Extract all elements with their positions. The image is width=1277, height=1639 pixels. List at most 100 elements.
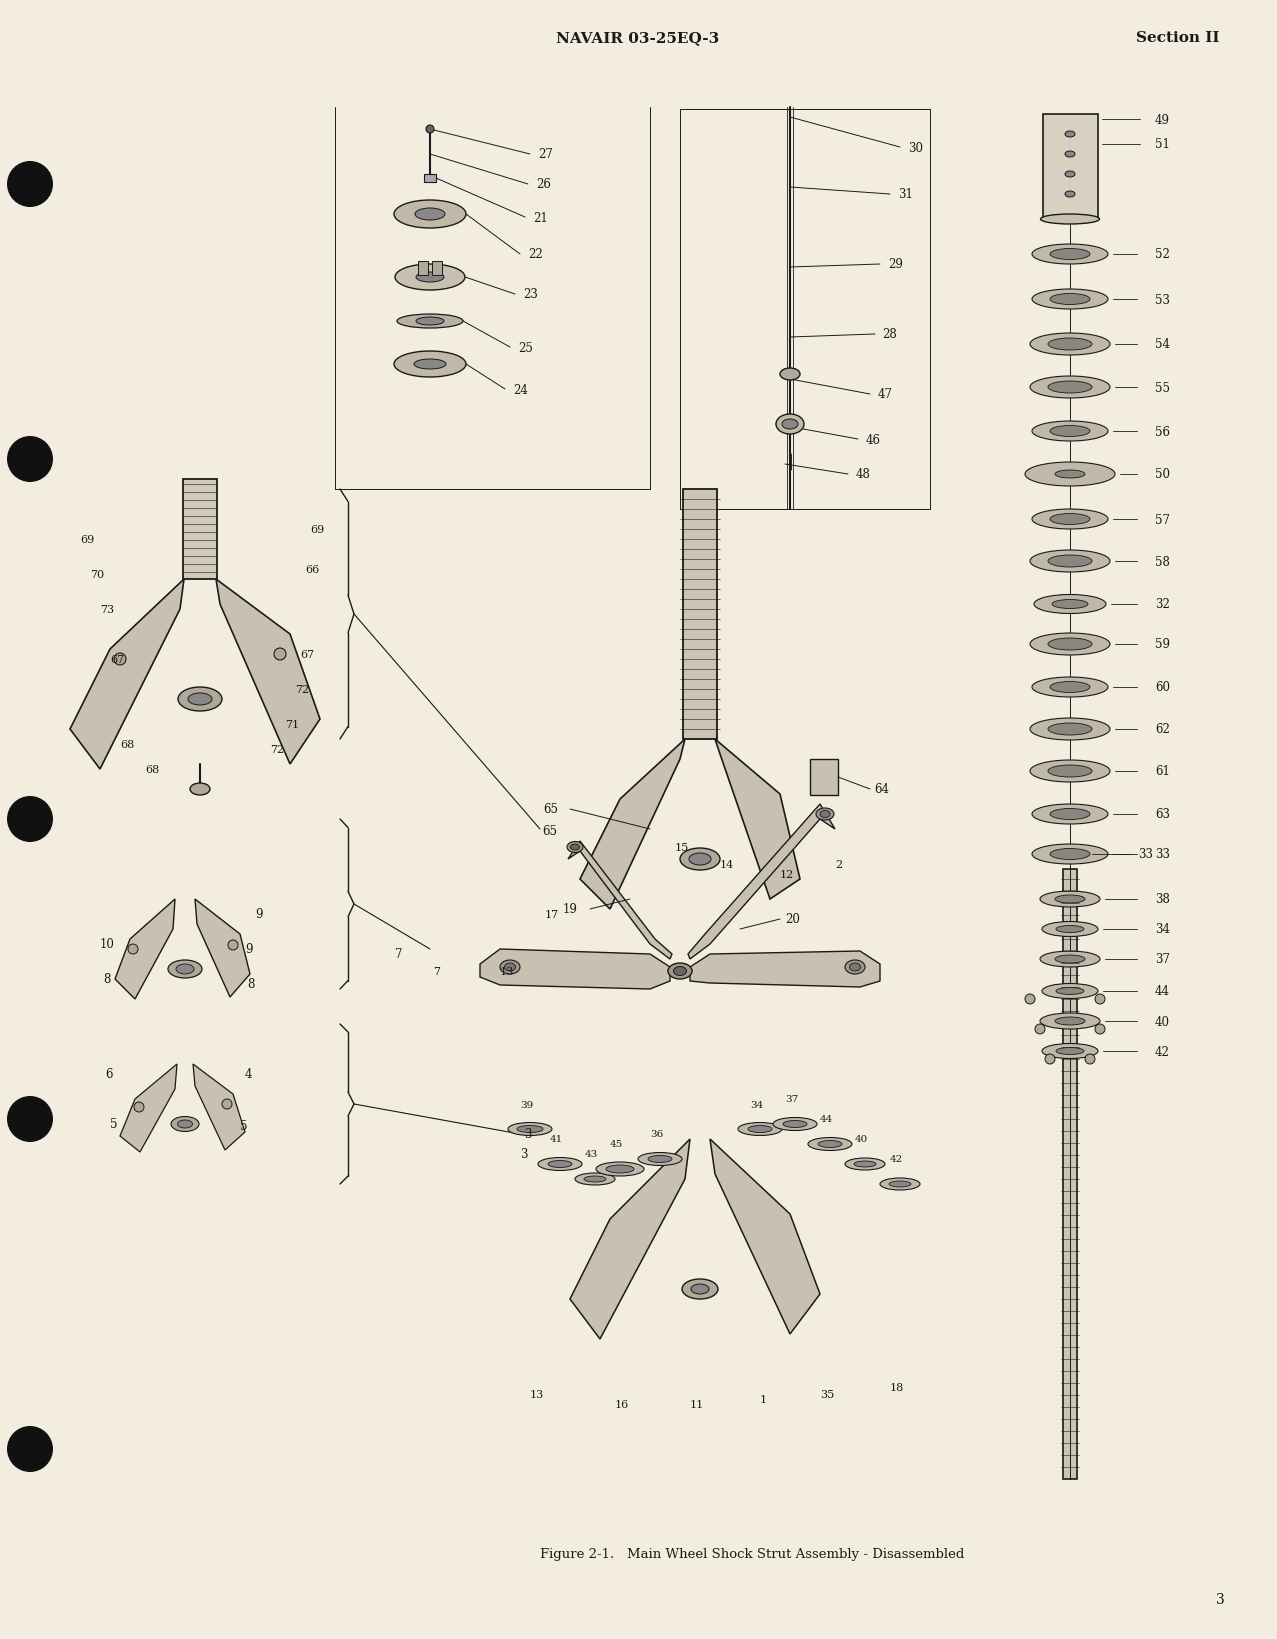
- Bar: [432, 262, 442, 275]
- Ellipse shape: [1050, 249, 1091, 261]
- Ellipse shape: [1042, 1044, 1098, 1059]
- Bar: [1062, 869, 1077, 1478]
- Text: 47: 47: [879, 388, 893, 402]
- Ellipse shape: [178, 688, 222, 711]
- Text: 28: 28: [882, 328, 896, 341]
- Polygon shape: [570, 1139, 690, 1339]
- Ellipse shape: [849, 964, 861, 972]
- Text: 41: 41: [550, 1134, 563, 1144]
- Text: 27: 27: [538, 149, 553, 161]
- Text: 33: 33: [1154, 847, 1170, 860]
- Ellipse shape: [1031, 634, 1110, 656]
- Text: 4: 4: [245, 1069, 253, 1080]
- Text: 61: 61: [1154, 765, 1170, 779]
- Text: 37: 37: [1154, 952, 1170, 965]
- Ellipse shape: [397, 315, 464, 329]
- Ellipse shape: [395, 266, 465, 290]
- Text: 8: 8: [246, 978, 254, 992]
- Text: 2: 2: [835, 859, 842, 869]
- Text: 46: 46: [866, 433, 881, 446]
- Text: 6: 6: [105, 1069, 112, 1080]
- Text: 3: 3: [1216, 1591, 1225, 1606]
- Text: 40: 40: [856, 1134, 868, 1144]
- Text: 65: 65: [541, 824, 557, 838]
- Bar: [683, 490, 716, 739]
- Ellipse shape: [819, 1141, 842, 1147]
- Ellipse shape: [679, 849, 720, 870]
- Polygon shape: [715, 739, 799, 900]
- Ellipse shape: [1032, 244, 1108, 266]
- Text: 71: 71: [285, 720, 299, 729]
- Ellipse shape: [1032, 510, 1108, 529]
- Ellipse shape: [508, 1123, 552, 1136]
- Ellipse shape: [517, 1126, 543, 1133]
- Polygon shape: [120, 1064, 178, 1152]
- Ellipse shape: [773, 1118, 817, 1131]
- Ellipse shape: [1048, 765, 1092, 777]
- Ellipse shape: [845, 960, 865, 975]
- Circle shape: [1094, 995, 1105, 1005]
- Ellipse shape: [1048, 723, 1092, 736]
- Text: 69: 69: [310, 524, 324, 534]
- Ellipse shape: [571, 844, 580, 851]
- Text: 72: 72: [269, 744, 283, 754]
- Text: 19: 19: [563, 903, 578, 916]
- Ellipse shape: [776, 415, 805, 434]
- Text: 52: 52: [1154, 249, 1170, 261]
- Text: 18: 18: [890, 1382, 904, 1392]
- Ellipse shape: [1041, 215, 1099, 225]
- Text: 12: 12: [780, 869, 794, 880]
- Ellipse shape: [1031, 718, 1110, 741]
- Circle shape: [6, 797, 54, 842]
- Text: 7: 7: [395, 947, 402, 960]
- Ellipse shape: [190, 783, 209, 795]
- Ellipse shape: [169, 960, 202, 978]
- Text: 34: 34: [750, 1100, 764, 1110]
- Ellipse shape: [1032, 805, 1108, 824]
- Text: 16: 16: [616, 1400, 630, 1410]
- Ellipse shape: [1055, 956, 1085, 964]
- Ellipse shape: [1050, 515, 1091, 524]
- Circle shape: [427, 126, 434, 134]
- Bar: [183, 480, 217, 580]
- Text: 68: 68: [146, 764, 160, 775]
- Text: Figure 2-1.   Main Wheel Shock Strut Assembly - Disassembled: Figure 2-1. Main Wheel Shock Strut Assem…: [540, 1547, 964, 1560]
- Ellipse shape: [854, 1162, 876, 1167]
- Polygon shape: [580, 739, 684, 910]
- Text: 49: 49: [1154, 113, 1170, 126]
- Text: 1: 1: [760, 1395, 767, 1405]
- Ellipse shape: [783, 1121, 807, 1128]
- Ellipse shape: [1048, 339, 1092, 351]
- Text: 21: 21: [533, 211, 548, 225]
- Text: 3: 3: [524, 1128, 531, 1141]
- Circle shape: [222, 1100, 232, 1110]
- Ellipse shape: [782, 420, 798, 429]
- Polygon shape: [568, 841, 672, 959]
- Ellipse shape: [1042, 921, 1098, 938]
- Text: 3: 3: [520, 1147, 527, 1160]
- Ellipse shape: [1055, 1018, 1085, 1026]
- Text: 43: 43: [585, 1151, 598, 1159]
- Ellipse shape: [567, 842, 584, 852]
- Text: 40: 40: [1154, 1015, 1170, 1028]
- Ellipse shape: [1032, 844, 1108, 864]
- Text: 29: 29: [888, 259, 903, 272]
- Ellipse shape: [1050, 426, 1091, 438]
- Circle shape: [6, 1096, 54, 1142]
- Polygon shape: [216, 580, 321, 764]
- Text: 13: 13: [530, 1390, 544, 1400]
- Ellipse shape: [1032, 677, 1108, 698]
- Text: 23: 23: [524, 288, 538, 302]
- Ellipse shape: [1048, 382, 1092, 393]
- Ellipse shape: [845, 1159, 885, 1170]
- Polygon shape: [115, 900, 175, 1000]
- Ellipse shape: [691, 1285, 709, 1295]
- Ellipse shape: [647, 1155, 672, 1162]
- Circle shape: [275, 649, 286, 661]
- Ellipse shape: [1039, 892, 1099, 908]
- Circle shape: [6, 436, 54, 484]
- Ellipse shape: [416, 272, 444, 284]
- Ellipse shape: [1039, 1013, 1099, 1029]
- Polygon shape: [195, 900, 250, 998]
- Text: 73: 73: [100, 605, 114, 615]
